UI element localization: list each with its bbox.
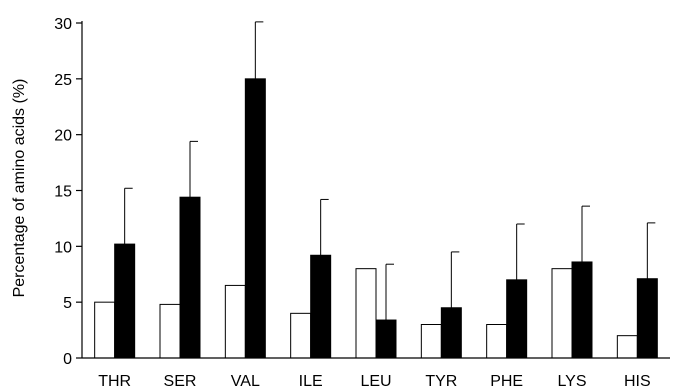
x-tick-label-thr: THR	[98, 373, 131, 390]
bar-ser-series-2	[179, 196, 201, 359]
bar-phe-series-2	[506, 279, 528, 359]
x-tick-label-ser: SER	[164, 373, 197, 390]
bar-ile-series-2	[310, 254, 332, 359]
x-tick-label-tyr: TYR	[425, 373, 457, 390]
bar-leu-series-1	[355, 268, 377, 359]
y-axis-ticks: 0 5 10 15 20 25 30	[54, 16, 82, 368]
y-tick-label: 25	[54, 72, 72, 89]
y-tick-label: 20	[54, 128, 72, 145]
x-axis-labels: THR SER VAL ILE LEU TYR PHE LYS HIS	[98, 373, 650, 390]
bar-ile-series-1	[290, 312, 312, 359]
y-tick-label: 30	[54, 16, 72, 33]
bar-thr-series-1	[94, 301, 116, 359]
bar-lys-series-2	[571, 261, 593, 359]
bar-val-series-1	[224, 284, 246, 359]
bar-tyr-series-2	[440, 307, 462, 359]
bar-lys-series-1	[551, 268, 573, 359]
y-axis-title: Percentage of amino acids (%)	[11, 79, 28, 298]
y-tick-label: 0	[63, 351, 72, 368]
bar-thr-series-2	[114, 243, 136, 359]
y-tick-label: 15	[54, 184, 72, 201]
bar-phe-series-1	[486, 324, 508, 359]
x-tick-label-his: HIS	[624, 373, 651, 390]
bar-his-series-1	[616, 335, 638, 359]
x-tick-label-leu: LEU	[360, 373, 391, 390]
bar-val-series-2	[244, 78, 266, 359]
axes	[81, 21, 670, 359]
x-tick-label-lys: LYS	[557, 373, 586, 390]
bar-leu-series-2	[375, 319, 397, 359]
bar-tyr-series-1	[420, 324, 442, 359]
x-tick-label-phe: PHE	[490, 373, 523, 390]
x-tick-label-ile: ILE	[299, 373, 323, 390]
error-bars	[124, 21, 656, 321]
x-tick-label-val: VAL	[231, 373, 260, 390]
bars	[94, 78, 658, 359]
y-tick-label: 5	[63, 295, 72, 312]
bar-ser-series-1	[159, 303, 181, 359]
y-tick-label: 10	[54, 239, 72, 256]
bar-his-series-2	[636, 278, 658, 359]
